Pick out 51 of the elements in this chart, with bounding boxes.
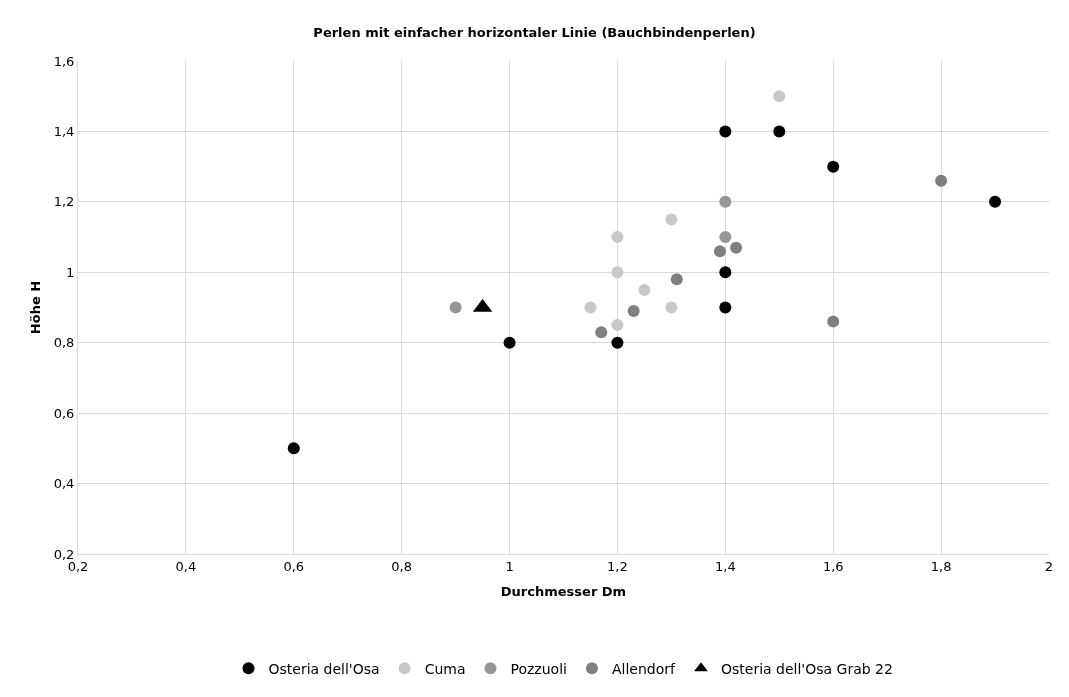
y-tick-label: 0,4	[53, 476, 75, 492]
x-tick-label: 2	[1044, 558, 1054, 574]
y-tick-label: 1,2	[53, 194, 75, 210]
point	[713, 245, 726, 258]
point	[627, 305, 640, 318]
legend-label: Allendorf	[611, 660, 676, 677]
legend-label: Cuma	[424, 660, 466, 677]
point	[989, 195, 1002, 208]
point	[719, 125, 732, 138]
y-tick-label: 1,6	[53, 53, 75, 69]
y-tick-label: 0,6	[53, 405, 75, 421]
x-tick-label: 0,8	[391, 558, 413, 574]
point	[611, 231, 624, 244]
x-axis-title: Durchmesser Dm	[500, 584, 627, 600]
point	[730, 241, 743, 254]
point	[287, 442, 300, 455]
point	[719, 266, 732, 279]
legend-label: Pozzuoli	[510, 660, 567, 677]
y-tick-label: 0,8	[53, 335, 75, 351]
y-tick-label: 1,4	[53, 123, 75, 139]
point	[665, 301, 678, 314]
point	[611, 336, 624, 349]
point	[449, 301, 462, 314]
point	[595, 326, 608, 339]
x-tick-label: 1,6	[822, 558, 844, 574]
point	[935, 174, 948, 187]
point	[611, 319, 624, 332]
x-tick-label: 0,6	[283, 558, 305, 574]
chart-title: Perlen mit einfacher horizontaler Linie (Bauchbindenperlen)	[313, 24, 756, 40]
point	[719, 195, 732, 208]
y-axis-title: Höhe H	[27, 280, 43, 335]
point	[827, 160, 840, 173]
point	[611, 266, 624, 279]
point	[719, 231, 732, 244]
x-tick-label: 1,4	[714, 558, 736, 574]
legend-label: Osteria dell'Osa Grab 22	[720, 660, 893, 677]
point	[503, 336, 516, 349]
point	[638, 283, 651, 296]
x-tick-label: 0,4	[175, 558, 197, 574]
point	[827, 315, 840, 328]
point	[773, 90, 786, 103]
x-tick-label: 1,2	[607, 558, 628, 574]
legend-label: Osteria dell'Osa	[268, 660, 380, 677]
x-tick-label: 1	[505, 558, 514, 574]
point	[773, 125, 786, 138]
y-tick-label: 1	[66, 264, 75, 280]
x-tick-label: 1,8	[930, 558, 952, 574]
point	[670, 273, 683, 286]
point	[719, 301, 732, 314]
point	[584, 301, 597, 314]
point	[665, 213, 678, 226]
